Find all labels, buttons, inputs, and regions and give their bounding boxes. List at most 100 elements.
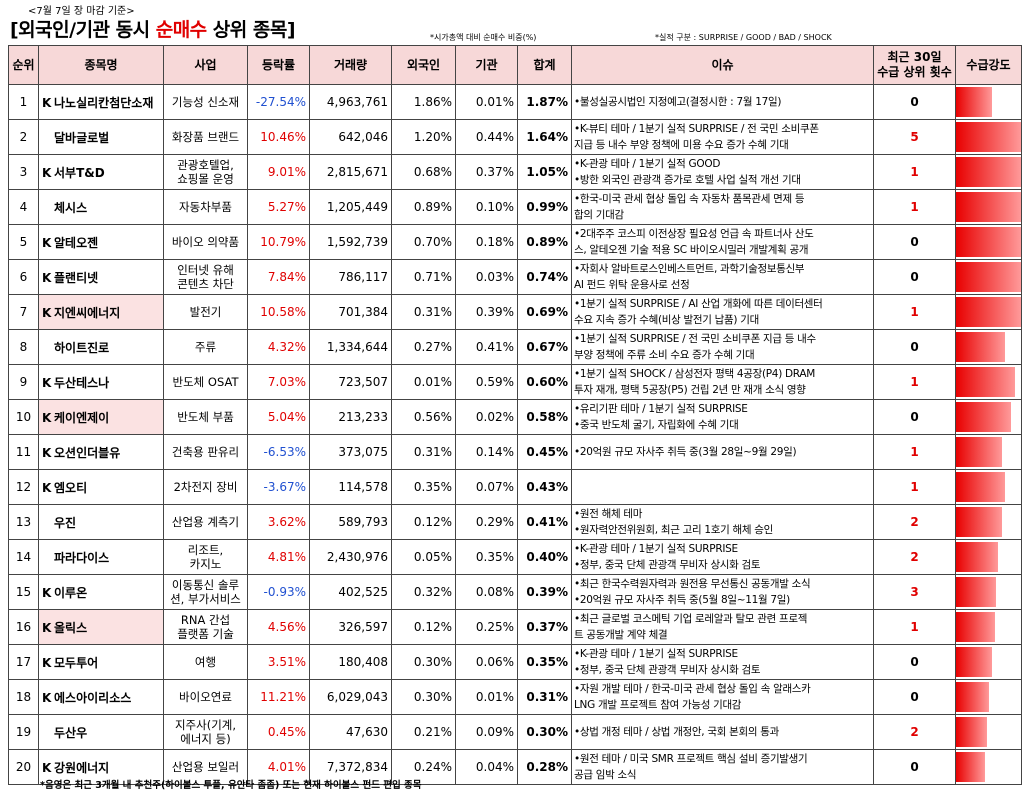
business-cell: 반도체 OSAT [163,364,248,400]
strength-bar [956,227,1021,257]
table-row: 19 두산우 지주사(기계, 에너지 등) 0.45% 47,630 0.21% 0.09%… [8,714,1022,750]
market-marker: K [42,375,52,390]
table-row: 11 K 오션인더블유 건축용 판유리 -6.53% 373,075 0.31% 0.14% 0… [8,434,1022,470]
issue-cell: •최근 한국수력원자력과 원전용 무선통신 공동개발 소식 •20억원 규모 자사… [571,574,874,610]
volume-cell: 589,793 [309,504,392,540]
strength-cell [955,294,1022,330]
market-marker: K [42,620,52,635]
strength-bar [956,612,995,642]
change-cell: 9.01% [247,154,310,190]
volume-cell: 6,029,043 [309,679,392,715]
business-cell: RNA 간섭 플랫폼 기술 [163,609,248,645]
issue-line: •최근 한국수력원자력과 원전용 무선통신 공동개발 소식 [574,578,811,590]
issue-line: •2대주주 코스피 이전상장 필요성 언급 속 파트너사 산도 [574,228,814,240]
volume-cell: 1,205,449 [309,189,392,225]
volume-cell: 701,384 [309,294,392,330]
issue-cell: •20억원 규모 자사주 취득 중(3월 28일~9월 29일) [571,434,874,470]
stock-name-cell: K 서부T&D [38,154,164,190]
strength-bar [956,262,1021,292]
strength-bar [956,577,997,607]
change-cell: 4.32% [247,329,310,365]
stock-name-cell: K 케이엔제이 [38,399,164,435]
issue-line: •유리기판 테마 / 1분기 실적 SURPRISE [574,403,748,415]
stock-name-cell: K 오션인더블유 [38,434,164,470]
stock-name: 서부T&D [54,165,105,180]
issue-line: •불성실공시법인 지정예고(결정시한 : 7월 17일) [574,96,782,108]
title-post: 상위 종목] [206,19,296,41]
foreign-cell: 0.35% [391,469,456,505]
strength-cell [955,364,1022,400]
stock-name: 올릭스 [54,620,88,635]
stock-name-cell: K 강원에너지 [38,749,164,785]
business-cell: 발전기 [163,294,248,330]
stock-name-cell: 두산우 [38,714,164,750]
rank-cell: 1 [8,84,39,120]
foreign-cell: 0.30% [391,644,456,680]
stock-name: 강원에너지 [54,760,110,775]
rank-cell: 6 [8,259,39,295]
footnote: *음영은 최근 3개월 내 추천주(하이볼스 투플, 유안타 좀좀) 또는 현재… [40,780,422,791]
table-row: 6 K 플랜티넷 인터넷 유해 콘텐츠 차단 7.84% 786,117 0.71% 0.03… [8,259,1022,295]
issue-line: •한국-미국 관세 협상 돌입 속 자동차 품목관세 면제 등 [574,193,805,205]
institution-cell: 0.14% [455,434,518,470]
table-row: 8 하이트진로 주류 4.32% 1,334,644 0.27% 0.41% 0.67% •1분… [8,329,1022,365]
total-cell: 0.40% [517,539,572,575]
issue-line: •K-관광 테마 / 1분기 실적 SURPRISE [574,648,738,660]
institution-cell: 0.39% [455,294,518,330]
strength-bar [956,87,992,117]
business-cell: 이동통신 솔루 션, 부가서비스 [163,574,248,610]
strength-bar [956,122,1021,152]
foreign-cell: 1.20% [391,119,456,155]
institution-cell: 0.44% [455,119,518,155]
col-foreign: 외국인 [391,45,456,85]
count-cell: 0 [873,399,956,435]
title-highlight: 순매수 [155,19,207,41]
issue-cell: •1분기 실적 SURPRISE / AI 산업 개화에 따른 데이터센터 수요 … [571,294,874,330]
institution-cell: 0.09% [455,714,518,750]
market-marker: K [42,235,52,250]
table-row: 10 K 케이엔제이 반도체 부품 5.04% 213,233 0.56% 0.02% 0.58… [8,399,1022,435]
rank-cell: 20 [8,749,39,785]
table-row: 7 K 지엔씨에너지 발전기 10.58% 701,384 0.31% 0.39% 0.69% •… [8,294,1022,330]
title-pre: [외국인/기관 동시 [10,19,156,41]
issue-cell: •K-관광 테마 / 1분기 실적 SURPRISE •정부, 중국 단체 관광객… [571,644,874,680]
business-cell: 리조트, 카지노 [163,539,248,575]
market-marker: K [42,655,52,670]
total-cell: 0.74% [517,259,572,295]
change-cell: 11.21% [247,679,310,715]
stock-name: 체시스 [54,200,88,215]
institution-cell: 0.10% [455,189,518,225]
institution-cell: 0.25% [455,609,518,645]
stock-name: 두산테스나 [54,375,110,390]
col-strength: 수급강도 [955,45,1022,85]
stock-name: 이루온 [54,585,88,600]
table-header: 순위 종목명 사업 등락률 거래량 외국인 기관 합계 이슈 최근 30일 수급 … [8,45,1022,85]
change-cell: 0.45% [247,714,310,750]
change-cell: -0.93% [247,574,310,610]
market-marker: K [42,480,52,495]
strength-cell [955,119,1022,155]
stock-name-cell: 체시스 [38,189,164,225]
table-row: 9 K 두산테스나 반도체 OSAT 7.03% 723,507 0.01% 0.59% 0.6… [8,364,1022,400]
business-cell: 기능성 신소재 [163,84,248,120]
rank-cell: 11 [8,434,39,470]
stock-name: 에스아이리소스 [54,690,132,705]
business-cell: 자동차부품 [163,189,248,225]
issue-cell: •2대주주 코스피 이전상장 필요성 언급 속 파트너사 산도 스, 알테오젠 기… [571,224,874,260]
count-cell: 1 [873,609,956,645]
business-cell: 건축용 판유리 [163,434,248,470]
strength-cell [955,469,1022,505]
count-cell: 0 [873,749,956,785]
total-cell: 0.60% [517,364,572,400]
count-cell: 1 [873,469,956,505]
count-cell: 0 [873,259,956,295]
institution-cell: 0.02% [455,399,518,435]
strength-cell [955,154,1022,190]
col-total: 합계 [517,45,572,85]
table-row: 20 K 강원에너지 산업용 보일러 4.01% 7,372,834 0.24% 0.04% 0… [8,749,1022,785]
foreign-cell: 0.68% [391,154,456,190]
business-cell: 산업용 보일러 [163,749,248,785]
issue-line: •상법 개정 테마 / 상법 개정안, 국회 본회의 통과 [574,726,779,738]
issue-cell: •K-관광 테마 / 1분기 실적 SURPRISE •정부, 중국 단체 관광객… [571,539,874,575]
strength-cell [955,749,1022,785]
